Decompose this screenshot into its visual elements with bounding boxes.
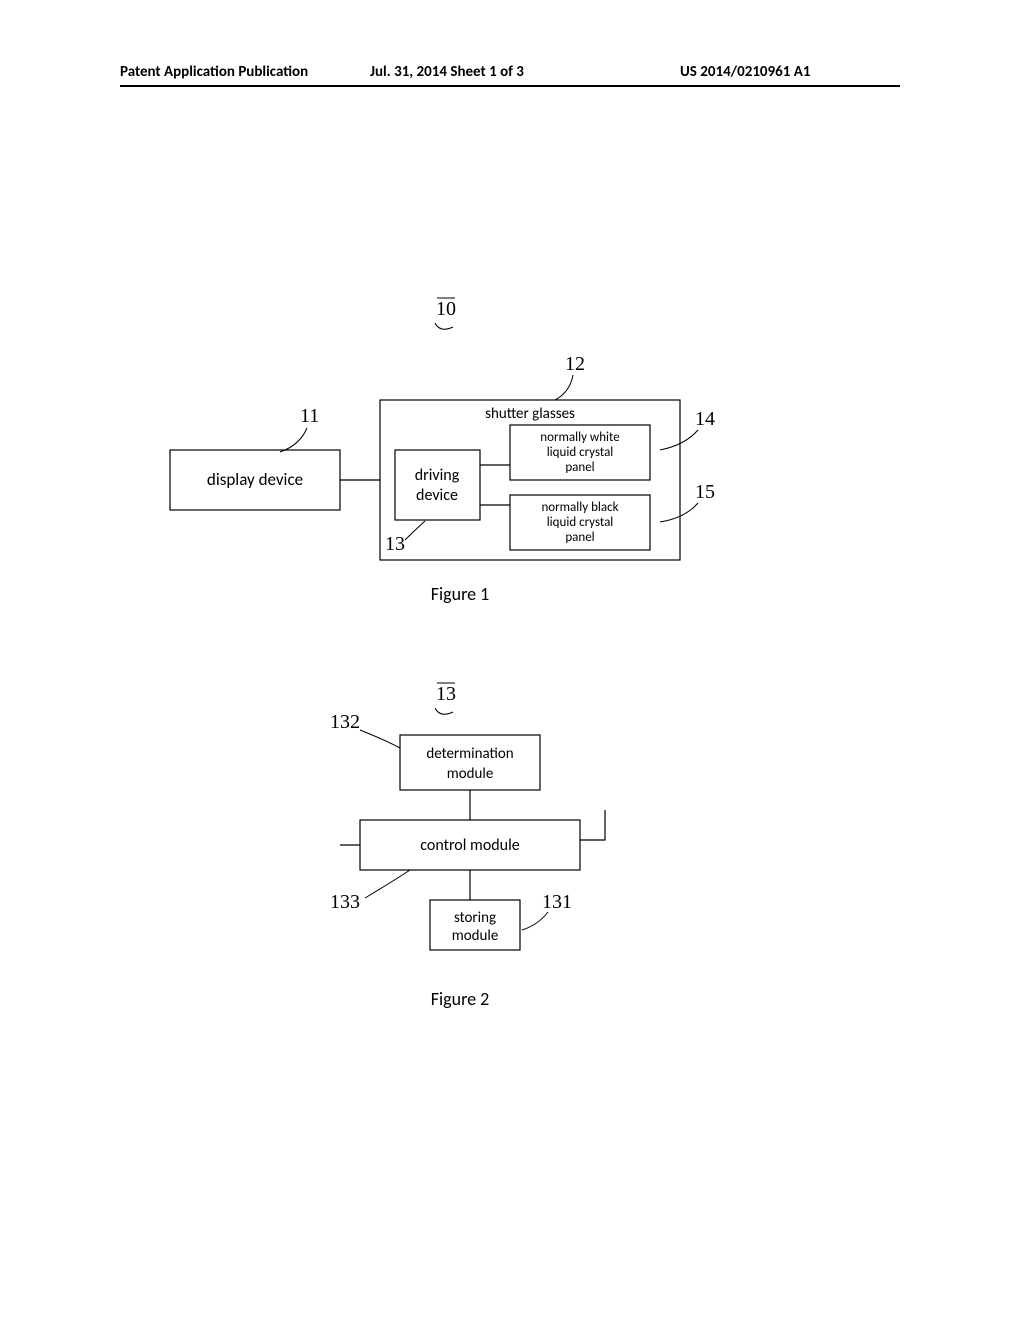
caption-fig1: Figure 1 [431, 583, 490, 605]
figure-1: 10 shutter glasses display device drivin… [170, 298, 715, 605]
lead-133 [365, 870, 410, 898]
box-driving-device [395, 450, 480, 520]
ref-14: 14 [695, 408, 715, 430]
label-determination-1: determination [426, 745, 513, 763]
label-nblack-3: panel [565, 530, 594, 545]
ref-133: 133 [330, 891, 360, 913]
label-driving-1: driving [415, 466, 460, 485]
ref-13: 13 [385, 533, 405, 555]
ref-10-tilde [435, 323, 453, 329]
label-display-device: display device [207, 469, 303, 490]
label-nwhite-1: normally white [540, 430, 619, 445]
ref-11: 11 [300, 405, 319, 427]
figure-2: 13 determination module control module s… [330, 683, 605, 1010]
ref-13-tilde [435, 708, 453, 714]
label-shutter-glasses: shutter glasses [485, 405, 575, 423]
lead-131 [522, 912, 548, 930]
ref-13-main: 13 [436, 683, 456, 705]
label-nwhite-2: liquid crystal [547, 445, 614, 460]
lead-132 [360, 730, 400, 748]
label-determination-2: module [447, 765, 494, 783]
label-storing-1: storing [454, 909, 496, 927]
ref-15: 15 [695, 481, 715, 503]
label-control: control module [420, 836, 519, 855]
lead-11 [280, 428, 307, 452]
lead-12 [555, 375, 573, 400]
label-nwhite-3: panel [565, 460, 594, 475]
edge-ctrl-right-stub [580, 810, 605, 840]
label-storing-2: module [452, 927, 499, 945]
label-driving-2: device [416, 486, 458, 505]
ref-132: 132 [330, 711, 360, 733]
diagram-canvas: 10 shutter glasses display device drivin… [0, 0, 1024, 1320]
caption-fig2: Figure 2 [431, 988, 490, 1010]
label-nblack-1: normally black [541, 500, 618, 515]
label-nblack-2: liquid crystal [547, 515, 614, 530]
ref-131: 131 [542, 891, 572, 913]
ref-12: 12 [565, 353, 585, 375]
ref-10: 10 [436, 298, 456, 320]
